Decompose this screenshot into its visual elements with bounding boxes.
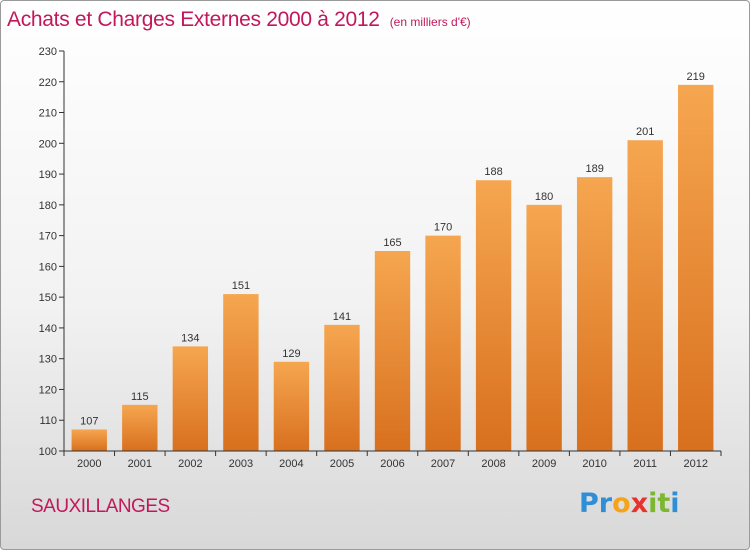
x-tick-label-2002: 2002 <box>178 458 202 470</box>
value-label-2000: 107 <box>80 415 98 427</box>
proxiti-logo[interactable]: Proxiti <box>579 488 680 519</box>
x-axis: 2000 2001 2002 2003 2004 2005 2006 2007 2008 2009… <box>63 450 722 470</box>
logo-letter: P <box>579 488 599 519</box>
bar-2008 <box>475 180 512 451</box>
y-tick-label: 130 <box>39 354 57 366</box>
value-label-2005: 141 <box>333 311 351 323</box>
value-label-2001: 115 <box>131 391 149 403</box>
y-tick-label: 150 <box>39 292 57 304</box>
x-tick-label-2010: 2010 <box>582 458 606 470</box>
bar-2000 <box>71 429 107 451</box>
x-tick-label-2009: 2009 <box>532 458 556 470</box>
x-tick-label-2001: 2001 <box>128 458 152 470</box>
value-label-2012: 219 <box>687 71 705 83</box>
bar-2012 <box>678 84 714 451</box>
bar-2010 <box>576 177 613 451</box>
value-label-2007: 170 <box>434 222 452 234</box>
title-text: Achats et Charges Externes 2000 à 2012 <box>7 8 380 31</box>
x-tick-label-2012: 2012 <box>683 458 707 470</box>
y-tick-label: 160 <box>39 261 57 273</box>
logo-letter: o <box>612 488 631 519</box>
x-tick-label-2007: 2007 <box>431 458 455 470</box>
bar-2002 <box>172 346 209 451</box>
logo-letter: i <box>648 488 658 519</box>
value-label-2010: 189 <box>585 163 603 175</box>
y-axis: 100 110 120 130 140 150 160 170 180 190 200 210 220 2… <box>39 46 65 458</box>
bars: 107 115 134 151 129 141 165 170 188 180 189 201 219 <box>71 71 714 451</box>
bar-2009 <box>526 204 562 451</box>
chart-title: Achats et Charges Externes 2000 à 2012 (e… <box>7 8 471 32</box>
y-tick-label: 200 <box>39 138 57 150</box>
value-label-2002: 134 <box>181 332 199 344</box>
logo-letter: x <box>630 488 649 519</box>
bar-2006 <box>374 251 411 451</box>
logo-letter: r <box>598 488 613 519</box>
y-tick-label: 140 <box>39 323 57 335</box>
x-tick-label-2011: 2011 <box>633 458 657 470</box>
y-tick-label: 170 <box>39 231 57 243</box>
y-tick-label: 100 <box>39 446 57 458</box>
bar-2004 <box>273 361 310 451</box>
y-tick-label: 180 <box>39 200 57 212</box>
x-tick-label-2003: 2003 <box>229 458 253 470</box>
bar-2007 <box>425 235 461 451</box>
logo-letter: i <box>670 488 680 519</box>
y-tick-label: 120 <box>39 384 57 396</box>
bar-2005 <box>324 324 360 451</box>
value-label-2011: 201 <box>636 126 654 138</box>
value-label-2008: 188 <box>484 166 502 178</box>
x-tick-label-2000: 2000 <box>77 458 101 470</box>
bar-2001 <box>122 404 158 451</box>
value-label-2003: 151 <box>232 280 250 292</box>
x-tick-label-2004: 2004 <box>279 458 303 470</box>
city-name: SAUXILLANGES <box>31 496 170 517</box>
value-label-2009: 180 <box>535 191 553 203</box>
y-tick-label: 110 <box>39 415 57 427</box>
y-tick-label: 220 <box>39 77 57 89</box>
value-label-2006: 165 <box>383 237 401 249</box>
x-tick-label-2008: 2008 <box>481 458 505 470</box>
chart-subtitle: (en milliers d'€) <box>389 15 471 29</box>
value-label-2004: 129 <box>282 348 300 360</box>
x-tick-label-2005: 2005 <box>330 458 354 470</box>
logo-letter: t <box>657 488 671 519</box>
bar-2011 <box>627 140 663 451</box>
y-tick-label: 230 <box>39 46 57 58</box>
y-tick-label: 190 <box>39 169 57 181</box>
y-tick-label: 210 <box>39 108 57 120</box>
bar-2003 <box>223 294 259 451</box>
x-tick-label-2006: 2006 <box>380 458 404 470</box>
